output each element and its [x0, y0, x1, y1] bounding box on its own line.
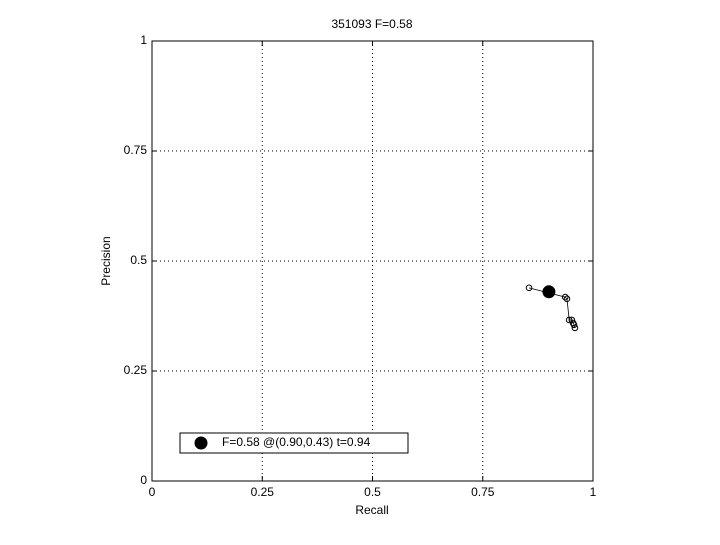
legend-marker	[194, 436, 208, 450]
best-point	[542, 285, 556, 299]
point	[525, 284, 533, 292]
x-tick-label: 0.25	[251, 485, 275, 499]
point	[561, 293, 569, 301]
x-tick-label: 0.75	[471, 485, 495, 499]
point	[563, 295, 571, 303]
y-tick-label: 0.25	[124, 363, 148, 377]
y-tick-label: 0.5	[130, 253, 147, 267]
pr-curve	[528, 287, 576, 328]
y-axis-label: Precision	[99, 236, 113, 285]
x-tick-label: 1	[590, 485, 597, 499]
point	[570, 321, 578, 329]
y-tick-label: 0.75	[124, 143, 148, 157]
legend-box	[179, 432, 409, 454]
y-tick-label: 1	[140, 33, 147, 47]
point	[571, 324, 579, 332]
x-tick-label: 0.5	[364, 485, 381, 499]
plot-frame	[151, 40, 594, 482]
legend-label: F=0.58 @(0.90,0.43) t=0.94	[222, 435, 371, 449]
chart-title: 351093 F=0.58	[331, 17, 412, 31]
x-axis-label: Recall	[355, 503, 388, 517]
x-tick-label: 0	[149, 485, 156, 499]
y-tick-label: 0	[140, 473, 147, 487]
